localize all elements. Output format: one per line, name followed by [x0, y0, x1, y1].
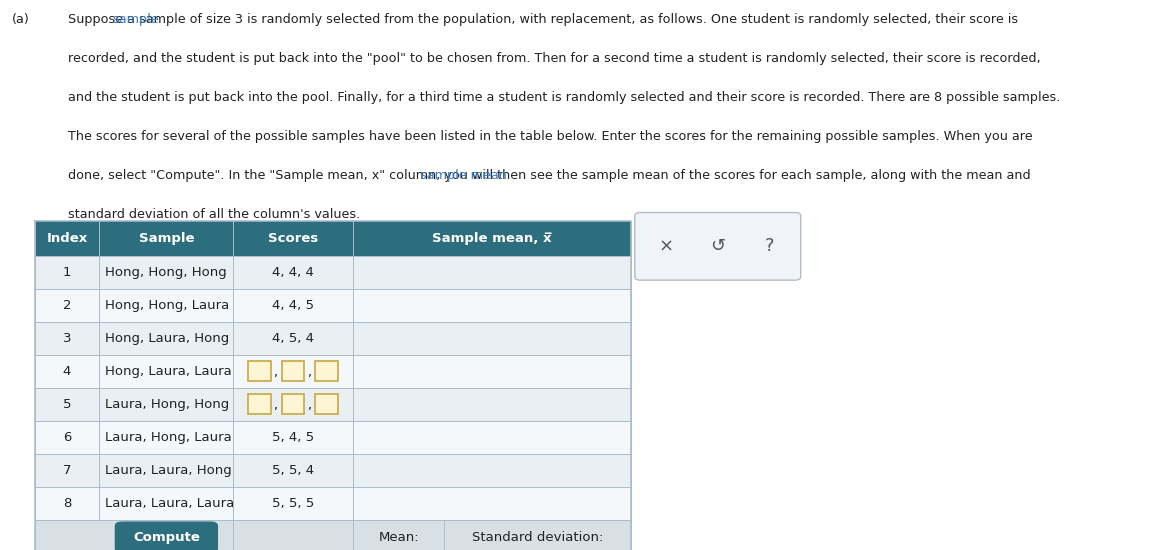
Text: Laura, Hong, Laura: Laura, Hong, Laura: [105, 431, 232, 444]
FancyBboxPatch shape: [35, 221, 631, 256]
Text: ,: ,: [307, 366, 311, 379]
Text: Index: Index: [46, 232, 88, 245]
FancyBboxPatch shape: [35, 256, 631, 289]
FancyBboxPatch shape: [35, 487, 631, 520]
Text: 7: 7: [62, 464, 71, 477]
Text: 4, 4, 5: 4, 4, 5: [272, 299, 314, 312]
FancyBboxPatch shape: [115, 521, 218, 550]
Text: (a): (a): [12, 13, 30, 26]
Text: 5, 5, 5: 5, 5, 5: [272, 497, 314, 510]
Text: 5, 5, 4: 5, 5, 4: [272, 464, 314, 477]
Text: Hong, Laura, Laura: Hong, Laura, Laura: [105, 365, 232, 378]
Text: ,: ,: [273, 366, 278, 379]
Text: 2: 2: [62, 299, 71, 312]
FancyBboxPatch shape: [35, 322, 631, 355]
Text: 1: 1: [62, 266, 71, 279]
Text: Compute: Compute: [133, 531, 199, 543]
Text: ↺: ↺: [710, 238, 725, 255]
FancyBboxPatch shape: [35, 421, 631, 454]
Text: ,: ,: [307, 399, 311, 412]
Text: ?: ?: [764, 238, 774, 255]
FancyBboxPatch shape: [35, 520, 631, 550]
Text: Laura, Laura, Hong: Laura, Laura, Hong: [105, 464, 232, 477]
FancyBboxPatch shape: [281, 394, 304, 414]
FancyBboxPatch shape: [35, 388, 631, 421]
Text: 6: 6: [63, 431, 71, 444]
FancyBboxPatch shape: [635, 212, 800, 280]
FancyBboxPatch shape: [35, 289, 631, 322]
Text: ×: ×: [658, 238, 675, 255]
Text: Laura, Laura, Laura: Laura, Laura, Laura: [105, 497, 234, 510]
Text: 3: 3: [62, 332, 71, 345]
Text: sample: sample: [113, 13, 159, 26]
Text: ,: ,: [273, 399, 278, 412]
FancyBboxPatch shape: [316, 394, 338, 414]
FancyBboxPatch shape: [316, 361, 338, 381]
Text: standard deviation of all the column's values.: standard deviation of all the column's v…: [68, 208, 360, 221]
Text: Sample mean, x̅: Sample mean, x̅: [432, 232, 551, 245]
Text: Standard deviation:: Standard deviation:: [472, 531, 603, 543]
Text: Mean:: Mean:: [378, 531, 419, 543]
Text: Sample: Sample: [138, 232, 194, 245]
Text: Laura, Hong, Hong: Laura, Hong, Hong: [105, 398, 229, 411]
Text: Scores: Scores: [267, 232, 318, 245]
Text: 4, 5, 4: 4, 5, 4: [272, 332, 314, 345]
Text: Hong, Hong, Hong: Hong, Hong, Hong: [105, 266, 227, 279]
Text: sample mean: sample mean: [420, 169, 507, 182]
Text: and the student is put back into the pool. Finally, for a third time a student i: and the student is put back into the poo…: [68, 91, 1060, 104]
FancyBboxPatch shape: [281, 361, 304, 381]
FancyBboxPatch shape: [248, 361, 271, 381]
Text: Hong, Laura, Hong: Hong, Laura, Hong: [105, 332, 229, 345]
Text: recorded, and the student is put back into the "pool" to be chosen from. Then fo: recorded, and the student is put back in…: [68, 52, 1040, 65]
FancyBboxPatch shape: [248, 394, 271, 414]
Text: 5: 5: [62, 398, 71, 411]
Text: 8: 8: [63, 497, 71, 510]
Text: Hong, Hong, Laura: Hong, Hong, Laura: [105, 299, 229, 312]
Text: 4: 4: [63, 365, 71, 378]
FancyBboxPatch shape: [35, 454, 631, 487]
Text: 5, 4, 5: 5, 4, 5: [272, 431, 314, 444]
FancyBboxPatch shape: [35, 355, 631, 388]
Text: 4, 4, 4: 4, 4, 4: [272, 266, 314, 279]
Text: The scores for several of the possible samples have been listed in the table bel: The scores for several of the possible s…: [68, 130, 1032, 143]
Text: done, select "Compute". In the "Sample mean, x" column, you will then see the sa: done, select "Compute". In the "Sample m…: [68, 169, 1030, 182]
Text: Suppose a sample of size 3 is randomly selected from the population, with replac: Suppose a sample of size 3 is randomly s…: [68, 13, 1018, 26]
